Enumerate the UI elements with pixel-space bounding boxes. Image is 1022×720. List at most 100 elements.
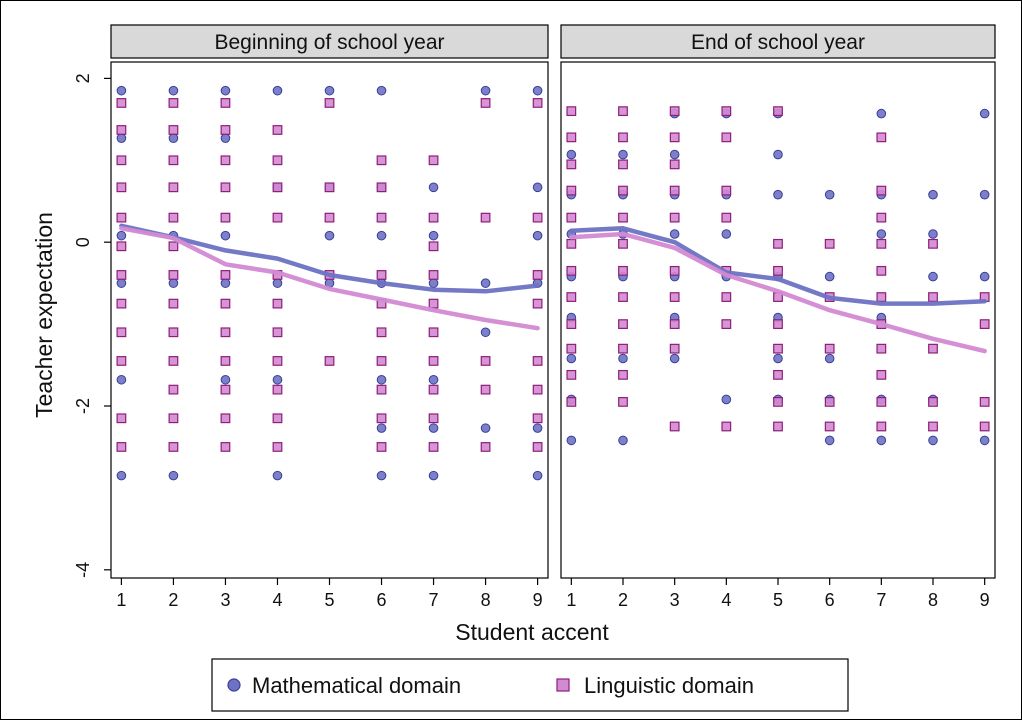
ling-point [168,98,179,108]
ling-point [618,369,628,380]
ling-point [876,397,887,407]
ling-point [773,265,783,276]
ling-point [376,182,387,193]
math-point [116,133,127,143]
ling-point [566,265,577,276]
legend-ling-label: Linguistic domain [584,673,754,698]
math-point [428,374,439,385]
math-point [824,435,835,446]
math-point [669,149,680,160]
ling-point [168,413,179,424]
ling-point [168,125,179,135]
ling-point [876,265,887,276]
ling-point [376,356,387,366]
ling-point [324,212,335,223]
math-point [928,435,938,446]
math-point [116,470,127,481]
ling-point [428,413,439,424]
ling-point [116,327,127,338]
ling-point [618,319,628,329]
ling-point [669,159,680,170]
math-point [116,374,127,385]
ling-point [532,384,543,395]
ling-point [428,327,439,338]
ling-point [669,319,680,329]
ling-point [566,185,577,196]
ling-point [721,212,732,223]
ling-point [669,292,680,302]
ling-point [773,369,783,380]
ling-point [876,132,887,143]
ling-point [876,212,887,223]
ling-point [168,182,179,193]
x-tick-label: 1 [566,590,576,610]
ling-point [824,343,835,354]
ling-point [773,343,783,354]
math-point [928,189,938,200]
math-point [116,278,127,288]
ling-point [532,356,543,366]
math-point [566,435,577,446]
math-point [376,374,387,385]
ling-point [480,442,491,452]
ling-point [928,292,938,302]
ling-point [669,132,680,143]
legend-box [211,658,849,712]
math-point [324,85,335,96]
legend-ling-marker [556,678,570,692]
x-tick-label: 9 [980,590,990,610]
ling-point [428,356,439,366]
math-trend-line [569,226,987,306]
math-point [116,230,127,241]
ling-point [532,98,543,108]
ling-point [618,397,628,407]
math-point [324,230,335,241]
x-tick-label: 4 [272,590,282,610]
ling-point [428,241,439,252]
x-tick-label: 4 [721,590,731,610]
ling-point [168,241,179,252]
math-point [532,230,543,241]
math-point [220,278,231,288]
ling-point [773,106,783,117]
math-point [480,85,491,96]
y-tick-label: -2 [73,398,93,414]
math-point [376,470,387,481]
math-trend-line [119,223,540,294]
math-point [272,85,283,96]
ling-point [376,270,387,280]
math-point [618,149,628,160]
ling-point [566,106,577,117]
math-point [428,278,439,288]
ling-point [168,155,179,166]
math-point [876,435,887,446]
ling-point [116,298,127,309]
panel-1: Beginning of school year 1 2 3 4 5 6 7 8 9 [110,24,549,610]
ling-point [168,327,179,338]
ling-point [376,327,387,338]
ling-point [669,106,680,117]
ling-point [428,298,439,309]
y-axis: 2 0 -2 -4 [73,73,111,578]
ling-point [220,384,231,395]
ling-point [532,270,543,280]
ling-point [566,238,577,249]
ling-point [721,292,732,302]
math-point [220,133,231,143]
ling-point [168,384,179,395]
ling-point [876,185,887,196]
ling-point [480,212,491,223]
ling-point [532,442,543,452]
math-point [618,435,628,446]
math-point [480,423,491,433]
ling-point [876,238,887,249]
ling-point [272,327,283,338]
math-point [824,353,835,364]
ling-point [324,182,335,193]
ling-trend-line [119,226,540,331]
ling-point [272,384,283,395]
ling-point [618,132,628,143]
math-point [532,470,543,481]
ling-point [376,155,387,166]
ling-point [220,212,231,223]
